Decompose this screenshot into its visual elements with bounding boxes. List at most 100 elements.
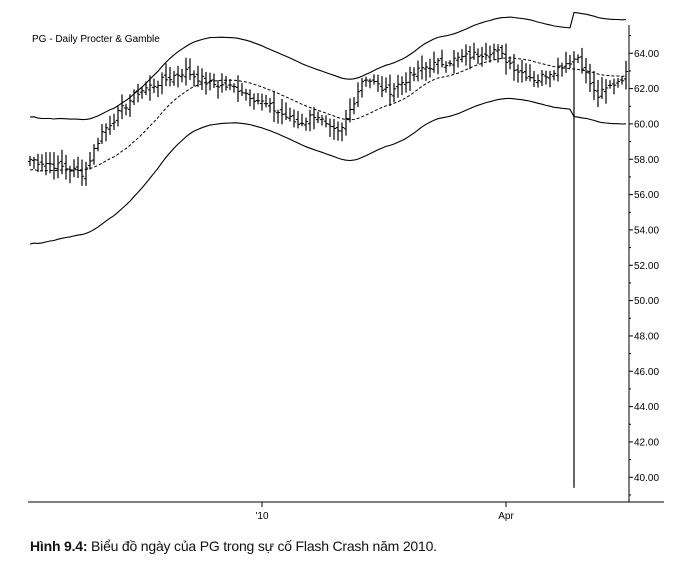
price-bar: [479, 46, 485, 67]
price-bar: [107, 115, 113, 135]
price-bar: [383, 77, 389, 93]
price-bar: [411, 67, 417, 82]
price-bar: [211, 73, 217, 88]
chart-background: [0, 0, 698, 530]
price-bar: [171, 70, 177, 86]
price-bar: [439, 49, 445, 68]
chart-title: PG - Daily Procter & Gamble: [32, 34, 160, 45]
price-bar: [547, 70, 553, 88]
price-bar: [615, 77, 621, 88]
band-layer: [29, 11, 627, 245]
price-bar: [139, 87, 145, 99]
price-bar: [583, 57, 589, 84]
price-bar: [611, 78, 617, 95]
price-bar: [151, 78, 157, 93]
price-bar: [235, 75, 241, 102]
price-bar: [551, 70, 557, 81]
price-bar: [103, 123, 109, 142]
price-bar: [219, 73, 225, 93]
price-bar: [427, 58, 433, 78]
price-bar: [227, 79, 233, 91]
price-bar: [523, 63, 529, 82]
y-tick-label: 62.00: [634, 84, 659, 95]
price-bar: [595, 79, 601, 107]
price-bar: [535, 74, 541, 88]
price-bar: [59, 149, 65, 175]
price-bar: [367, 78, 373, 89]
price-bar: [575, 54, 581, 64]
lower-band-line: [29, 97, 627, 245]
price-bar: [315, 111, 321, 124]
price-bar: [123, 103, 129, 116]
y-tick-label: 58.00: [634, 155, 659, 166]
price-bar: [99, 124, 105, 145]
price-bar: [455, 52, 461, 68]
price-bar: [147, 75, 153, 101]
price-bar: [271, 90, 277, 123]
price-bar: [379, 76, 385, 98]
price-bar: [295, 111, 301, 129]
price-bar: [507, 56, 513, 70]
price-bar: [263, 94, 269, 108]
price-bar: [607, 80, 613, 89]
price-bar: [163, 63, 169, 87]
price-chart: PG - Daily Procter & Gamble 40.00 42.00 44…: [0, 0, 698, 530]
price-bar: [351, 97, 357, 115]
price-bar: [443, 61, 449, 73]
price-bar: [543, 70, 549, 85]
price-bar: [311, 107, 317, 130]
price-bars: [27, 42, 629, 488]
y-tick-label: 60.00: [634, 119, 659, 130]
price-bar: [283, 102, 289, 121]
price-bar: [87, 152, 93, 170]
price-bar: [487, 45, 493, 63]
figure-caption: Hình 9.4: Biểu đồ ngày của PG trong sự c…: [30, 538, 437, 554]
price-bar: [223, 75, 229, 91]
axis-ticks: 40.00 42.00 44.00 46.00 48.00 50.00 52.00 54.00…: [255, 35, 659, 522]
caption-text: Biểu đồ ngày của PG trong sự cố Flash Cr…: [87, 538, 437, 554]
price-bar: [399, 76, 405, 96]
caption-lead: Hình 9.4:: [30, 538, 88, 554]
price-bar: [267, 97, 273, 113]
price-bar: [623, 60, 629, 90]
price-bar: [363, 76, 369, 87]
y-tick-label: 64.00: [634, 49, 659, 60]
price-bar: [391, 83, 397, 103]
price-bar: [423, 62, 429, 81]
price-bar: [215, 80, 221, 99]
y-tick-label: 56.00: [634, 190, 659, 201]
price-bar: [207, 72, 213, 91]
price-bar: [515, 64, 521, 83]
price-bar: [407, 66, 413, 91]
price-bar: [467, 45, 473, 70]
price-bar: [71, 159, 77, 178]
price-bar: [183, 57, 189, 86]
price-bar: [519, 59, 525, 83]
price-bar: [83, 161, 89, 186]
price-bar: [39, 154, 45, 171]
price-bar: [203, 71, 209, 95]
price-bar: [303, 117, 309, 131]
price-bar: [435, 57, 441, 75]
price-bar: [491, 43, 497, 60]
price-bar: [179, 68, 185, 83]
price-bar: [599, 77, 605, 99]
price-bar: [131, 89, 137, 105]
price-bar: [387, 74, 393, 107]
price-bar: [591, 70, 597, 101]
y-tick-label: 46.00: [634, 367, 659, 378]
y-tick-label: 42.00: [634, 437, 659, 448]
y-tick-label: 50.00: [634, 296, 659, 307]
price-bar: [255, 93, 261, 105]
moving-average-line: [29, 57, 627, 172]
price-bar: [559, 62, 565, 77]
y-tick-label: 52.00: [634, 261, 659, 272]
price-bar: [79, 159, 85, 186]
price-bar: [119, 94, 125, 120]
price-bar: [299, 113, 305, 127]
upper-band-line: [29, 11, 627, 121]
price-bar: [167, 66, 173, 87]
y-tick-label: 54.00: [634, 225, 659, 236]
price-bar: [447, 60, 453, 67]
price-bar: [451, 50, 457, 74]
